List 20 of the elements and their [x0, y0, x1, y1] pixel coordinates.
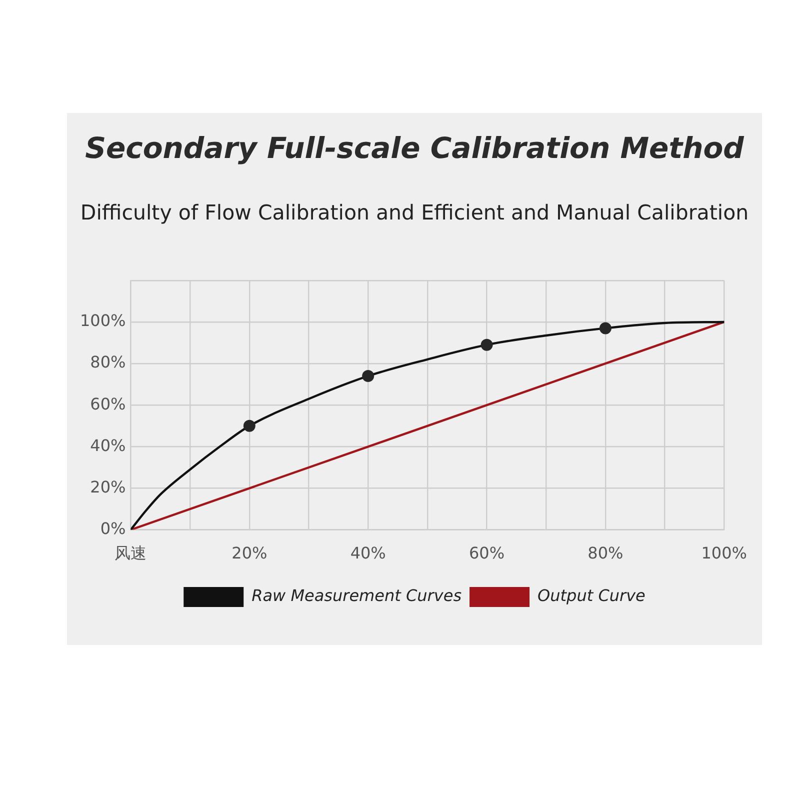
point	[362, 370, 374, 382]
chart-title: Secondary Full-scale Calibration Method	[85, 130, 744, 165]
y-tick-label: 100%	[80, 311, 126, 330]
x-tick-label: 80%	[588, 544, 624, 563]
y-tick-label: 80%	[90, 352, 126, 372]
x-tick-label: 20%	[232, 544, 268, 563]
y-tick-label: 20%	[90, 477, 126, 496]
y-tick-label: 40%	[90, 436, 126, 455]
x-tick-label: 100%	[701, 544, 748, 563]
point	[243, 420, 256, 432]
x-tick-label: 40%	[350, 544, 386, 563]
y-tick-label: 60%	[90, 394, 126, 414]
chart-subtitle: Difficulty of Flow Calibration and Efficient and Manual Calibration	[80, 200, 749, 224]
point	[480, 338, 493, 351]
point	[599, 322, 612, 334]
legend-label: Raw Measurement Curves	[252, 586, 462, 606]
x-tick-label: 风速	[114, 544, 147, 563]
legend-label: Output Curve	[538, 586, 646, 606]
y-tick-label: 0%	[100, 518, 126, 538]
x-tick-label: 60%	[468, 544, 505, 563]
